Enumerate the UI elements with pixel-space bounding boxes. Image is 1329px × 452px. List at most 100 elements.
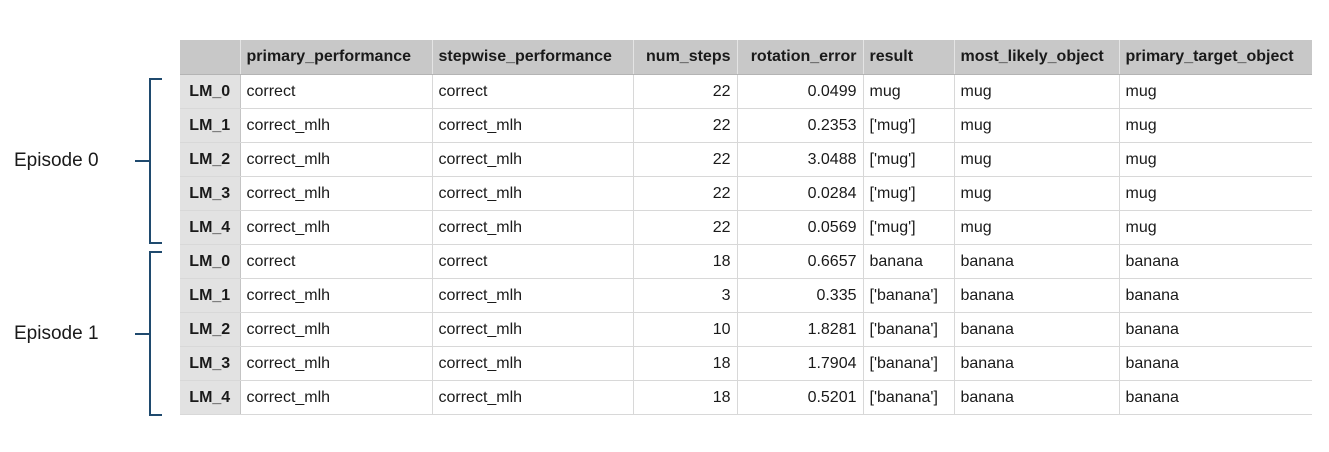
table-cell: 18	[633, 244, 738, 279]
table-cell: correct_mlh	[432, 142, 634, 177]
table-cell: 22	[633, 108, 738, 143]
table-row: LM_2 correct_mlh correct_mlh 10 1.8281 ['bana…	[180, 312, 1312, 347]
table-cell: ['banana']	[863, 312, 955, 347]
table-cell: correct_mlh	[432, 312, 634, 347]
table-cell: 0.0284	[737, 176, 864, 211]
column-header: result	[863, 40, 955, 75]
table-cell: 18	[633, 380, 738, 415]
table-cell: banana	[954, 278, 1120, 313]
row-label-cell: LM_3	[180, 176, 241, 211]
table-row: LM_1 correct_mlh correct_mlh 22 0.2353 ['mug'…	[180, 108, 1312, 143]
table-cell: banana	[954, 346, 1120, 381]
table-cell: correct_mlh	[432, 346, 634, 381]
table-cell: banana	[954, 312, 1120, 347]
table-cell: correct_mlh	[240, 380, 433, 415]
table-cell: 1.7904	[737, 346, 864, 381]
table-cell: mug	[1119, 142, 1312, 177]
row-label-cell: LM_0	[180, 244, 241, 279]
table-cell: mug	[954, 108, 1120, 143]
column-header: num_steps	[633, 40, 738, 75]
episode-0-bracket	[135, 78, 162, 244]
table-cell: ['banana']	[863, 346, 955, 381]
row-label-cell: LM_0	[180, 74, 241, 109]
table-cell: banana	[954, 380, 1120, 415]
table-cell: banana	[954, 244, 1120, 279]
table-cell: 1.8281	[737, 312, 864, 347]
table-cell: correct_mlh	[240, 108, 433, 143]
table-cell: mug	[954, 210, 1120, 245]
table-cell: ['mug']	[863, 142, 955, 177]
results-table: primary_performance stepwise_performance n…	[180, 40, 1312, 415]
row-label-cell: LM_2	[180, 142, 241, 177]
table-cell: correct	[240, 244, 433, 279]
table-cell: 0.2353	[737, 108, 864, 143]
table-cell: correct_mlh	[240, 312, 433, 347]
table-cell: mug	[1119, 210, 1312, 245]
table-cell: 0.5201	[737, 380, 864, 415]
table-cell: correct	[432, 74, 634, 109]
column-header: stepwise_performance	[432, 40, 634, 75]
table-cell: correct_mlh	[240, 210, 433, 245]
episode-labels: Episode 0 Episode 1	[0, 0, 180, 452]
table-cell: correct_mlh	[240, 346, 433, 381]
table-cell: ['banana']	[863, 278, 955, 313]
table-cell: 22	[633, 210, 738, 245]
table-cell: ['mug']	[863, 210, 955, 245]
table-row: LM_3 correct_mlh correct_mlh 22 0.0284 ['mug'…	[180, 176, 1312, 211]
table-cell: correct_mlh	[240, 176, 433, 211]
table-cell: banana	[1119, 312, 1312, 347]
episode-1-label: Episode 1	[14, 323, 99, 344]
table-cell: banana	[1119, 244, 1312, 279]
table-cell: mug	[863, 74, 955, 109]
table-cell: ['banana']	[863, 380, 955, 415]
table-cell: 3.0488	[737, 142, 864, 177]
table-cell: correct_mlh	[432, 176, 634, 211]
table-header-row: primary_performance stepwise_performance n…	[180, 40, 1312, 75]
table-cell: 0.6657	[737, 244, 864, 279]
table-cell: mug	[954, 74, 1120, 109]
table-row: LM_4 correct_mlh correct_mlh 22 0.0569 ['mug'…	[180, 210, 1312, 245]
table-cell: 0.0499	[737, 74, 864, 109]
table-cell: mug	[1119, 108, 1312, 143]
row-label-cell: LM_1	[180, 278, 241, 313]
row-label-cell: LM_4	[180, 210, 241, 245]
table-cell: correct_mlh	[432, 210, 634, 245]
episode-1-bracket	[135, 251, 162, 416]
table-row: LM_2 correct_mlh correct_mlh 22 3.0488 ['mug'…	[180, 142, 1312, 177]
table-row: LM_0 correct correct 18 0.6657 banana banana ba…	[180, 244, 1312, 279]
episode-brackets	[135, 78, 162, 416]
column-header: primary_target_object	[1119, 40, 1312, 75]
table-cell: correct	[240, 74, 433, 109]
table-body: LM_0 correct correct 22 0.0499 mug mug mug LM_1 c…	[180, 74, 1312, 415]
table-cell: correct_mlh	[432, 380, 634, 415]
table-cell: banana	[1119, 380, 1312, 415]
row-label-cell: LM_1	[180, 108, 241, 143]
table-cell: 10	[633, 312, 738, 347]
table-cell: 0.0569	[737, 210, 864, 245]
table-cell: 22	[633, 142, 738, 177]
table-cell: mug	[954, 176, 1120, 211]
table-cell: correct_mlh	[240, 278, 433, 313]
table-cell: banana	[863, 244, 955, 279]
table-row: LM_4 correct_mlh correct_mlh 18 0.5201 ['bana…	[180, 380, 1312, 415]
table-cell: 0.335	[737, 278, 864, 313]
table-cell: 22	[633, 74, 738, 109]
table-cell: 22	[633, 176, 738, 211]
table-row: LM_1 correct_mlh correct_mlh 3 0.335 ['banana…	[180, 278, 1312, 313]
row-label-cell: LM_2	[180, 312, 241, 347]
table-cell: banana	[1119, 346, 1312, 381]
table-cell: banana	[1119, 278, 1312, 313]
table-cell: mug	[1119, 176, 1312, 211]
table-cell: 3	[633, 278, 738, 313]
table-cell: correct_mlh	[240, 142, 433, 177]
episode-0-label: Episode 0	[14, 150, 99, 171]
table-cell: 18	[633, 346, 738, 381]
table-cell: ['mug']	[863, 176, 955, 211]
row-label-cell: LM_3	[180, 346, 241, 381]
header-corner-cell	[180, 40, 241, 75]
table-cell: correct_mlh	[432, 278, 634, 313]
table-row: LM_0 correct correct 22 0.0499 mug mug mug	[180, 74, 1312, 109]
table-cell: correct_mlh	[432, 108, 634, 143]
column-header: most_likely_object	[954, 40, 1120, 75]
table-cell: mug	[1119, 74, 1312, 109]
